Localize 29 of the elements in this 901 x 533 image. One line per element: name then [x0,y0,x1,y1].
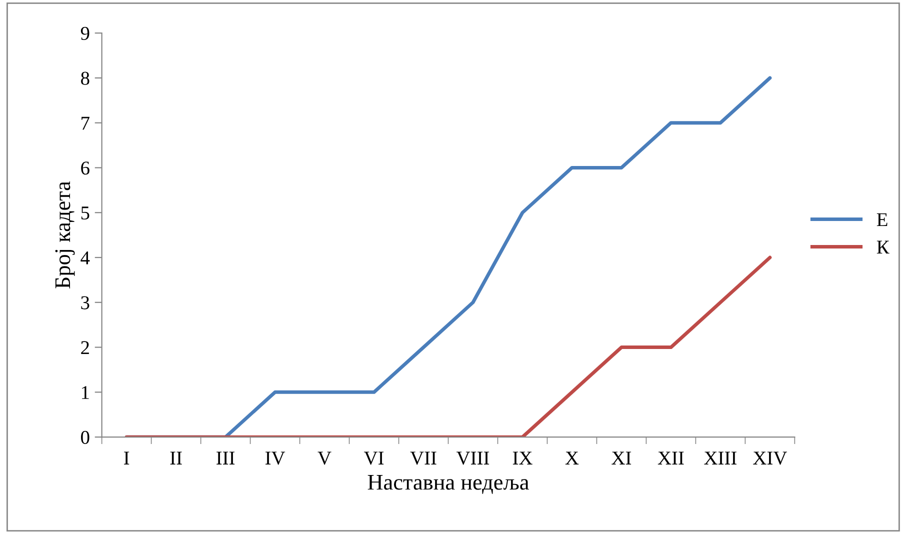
y-axis-title: Број кадета [55,181,75,288]
x-tick-label: III [216,452,235,464]
x-tick-label: X [565,452,579,464]
x-tick-label: IX [512,452,532,464]
y-tick-label: 5 [81,206,90,220]
y-tick-label: 9 [80,26,90,40]
legend-label: Е [876,213,888,226]
x-tick-label: VII [410,452,436,465]
x-axis-title: Наставна недеља [368,475,529,494]
x-tick-label: XIV [753,452,787,465]
line-series [124,256,772,438]
x-tick-label: I [124,452,130,464]
y-tick-label: 3 [81,296,90,310]
y-tick-label: 8 [81,72,90,85]
x-tick-label: VI [364,452,384,465]
y-tick-label: 7 [82,116,90,130]
x-tick-label: XI [612,452,632,464]
y-tick-label: 1 [82,386,89,399]
x-tick-label: VIII [456,452,490,465]
legend-label: К [876,240,890,254]
y-tick-label: 2 [81,341,89,354]
x-tick-label: II [170,452,182,464]
x-tick-label: V [318,452,332,465]
y-tick-label: 0 [81,430,90,444]
y-tick-label: 6 [81,162,90,175]
x-tick-label: IV [265,452,286,465]
x-tick-label: XII [658,452,684,464]
y-tick-label: 4 [80,251,90,264]
x-tick-label: XIII [704,452,736,464]
